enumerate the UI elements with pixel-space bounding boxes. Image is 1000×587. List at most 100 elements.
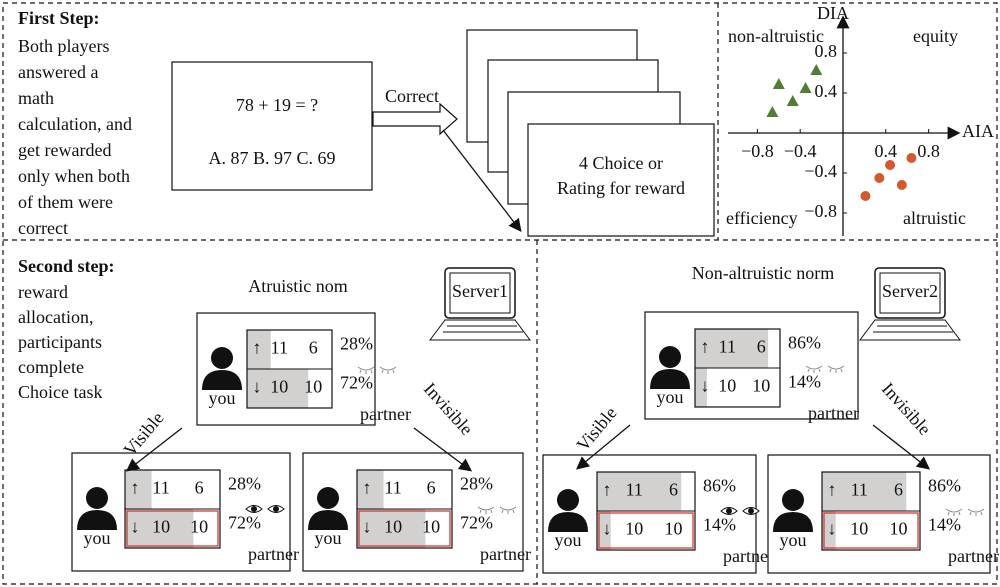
share-label: 72% <box>340 373 373 393</box>
circle-point <box>906 153 917 163</box>
eye-closed <box>477 506 495 514</box>
direction-arrow: ↓ <box>131 517 140 537</box>
you-amount: 11 <box>719 337 736 357</box>
region-label: equity <box>913 26 958 46</box>
y-tick-label: −0.4 <box>804 161 837 181</box>
step-text: Choice task <box>18 382 102 402</box>
you-label: you <box>84 528 111 548</box>
person-body <box>548 512 588 532</box>
share-bar <box>597 472 682 511</box>
card-text: 4 Choice or <box>579 153 663 173</box>
eye-closed <box>827 365 845 373</box>
share-bar <box>695 368 707 407</box>
you-amount: 10 <box>384 517 402 537</box>
direction-arrow: ↓ <box>701 376 710 396</box>
arrow <box>575 424 631 470</box>
share-bar <box>357 509 426 548</box>
pupil <box>748 508 754 514</box>
share-label: 86% <box>703 476 736 496</box>
question-box <box>171 61 373 191</box>
circle-point <box>860 191 871 201</box>
step-text: answered a <box>18 62 98 82</box>
server-label: Server2 <box>882 281 938 301</box>
heading: First Step: <box>18 8 99 28</box>
card-text: Rating for reward <box>557 178 685 198</box>
region-label: non-altruistic <box>728 26 824 46</box>
you-amount: 11 <box>851 480 868 500</box>
direction-arrow: ↓ <box>828 519 837 539</box>
person-body <box>77 510 117 530</box>
person-body <box>650 369 690 389</box>
share-label: 28% <box>460 474 493 494</box>
chosen-outline <box>126 510 219 547</box>
you-label: you <box>555 530 582 550</box>
x-tick-label: −0.4 <box>784 141 817 161</box>
you-amount: 10 <box>850 519 868 539</box>
pupil <box>273 506 279 512</box>
you-amount: 11 <box>384 478 401 498</box>
step-text: reward <box>18 282 68 302</box>
condition-label: Visible <box>573 403 621 455</box>
triangle-point <box>786 95 799 106</box>
laptop-keyboard <box>429 319 531 341</box>
x-tick-label: 0.8 <box>917 141 940 161</box>
answer-options: A. 87 B. 97 C. 69 <box>208 148 335 168</box>
share-bar <box>247 369 309 408</box>
region-label: efficiency <box>726 208 798 228</box>
flow-arrow <box>442 129 522 233</box>
equation: 78 + 19 = ? <box>236 95 318 115</box>
direction-arrow: ↓ <box>253 377 262 397</box>
share-bar <box>822 511 836 550</box>
step-text: calculation, and <box>18 114 132 134</box>
arrow <box>125 427 183 472</box>
eye-closed <box>805 365 823 373</box>
person-body <box>773 512 813 532</box>
share-label: 86% <box>928 476 961 496</box>
step-text: allocation, <box>18 307 93 327</box>
norm-title: Atruistic nom <box>248 276 348 296</box>
you-amount: 10 <box>625 519 643 539</box>
partner-amount: 10 <box>889 519 907 539</box>
partner-label: partner <box>948 546 999 566</box>
partner-amount: 6 <box>757 337 766 357</box>
laptop-keyboard <box>859 319 961 341</box>
you-label: you <box>780 530 807 550</box>
triangle-point <box>799 82 812 93</box>
direction-arrow: ↑ <box>701 337 710 357</box>
direction-arrow: ↑ <box>828 480 837 500</box>
share-bar <box>247 330 271 369</box>
share-label: 72% <box>460 513 493 533</box>
partner-label: partner <box>723 546 774 566</box>
partner-amount: 6 <box>309 338 318 358</box>
step-text: of them were <box>18 192 113 212</box>
partner-amount: 10 <box>304 377 322 397</box>
person-body <box>308 510 348 530</box>
axis-label: AIA <box>962 121 994 141</box>
you-amount: 11 <box>271 338 288 358</box>
share-label: 28% <box>228 474 261 494</box>
share-label: 86% <box>788 333 821 353</box>
step-text: math <box>18 88 54 108</box>
partner-label: partner <box>248 544 299 564</box>
you-label: you <box>657 387 684 407</box>
share-label: 28% <box>340 334 373 354</box>
share-label: 14% <box>703 515 736 535</box>
y-tick-label: 0.8 <box>815 41 838 61</box>
circle-point <box>896 180 907 190</box>
condition-label: Visible <box>120 408 168 460</box>
you-amount: 11 <box>152 478 169 498</box>
pupil <box>726 508 732 514</box>
laptop-display <box>879 272 941 314</box>
share-bar <box>822 472 907 511</box>
eye-closed <box>379 366 397 374</box>
step-text: participants <box>18 332 102 352</box>
eye-closed <box>945 508 963 516</box>
x-tick-label: 0.4 <box>875 141 898 161</box>
step-text: Both players <box>18 36 110 56</box>
share-bar <box>695 329 769 368</box>
direction-arrow: ↓ <box>603 519 612 539</box>
step-text: get rewarded <box>18 140 111 160</box>
arrow-label: Correct <box>385 86 439 106</box>
region-label: altruistic <box>903 208 966 228</box>
